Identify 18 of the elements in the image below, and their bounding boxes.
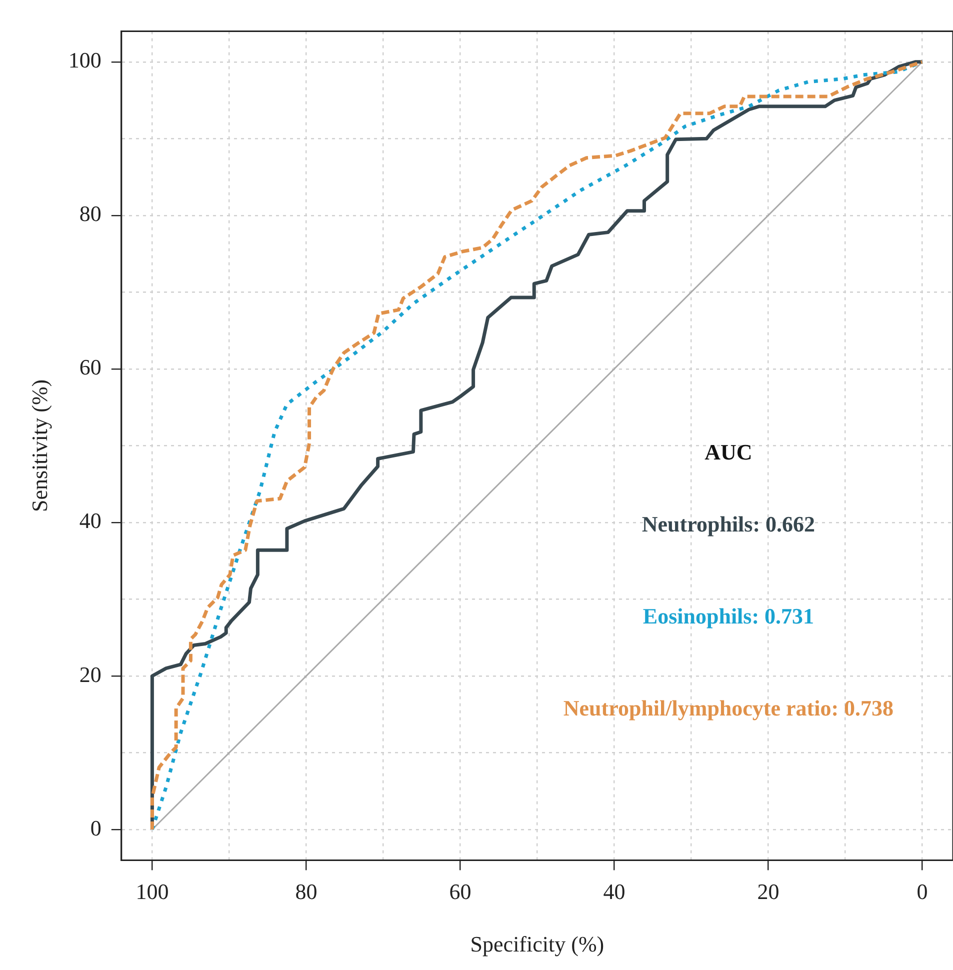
- y-tick-label: 80: [79, 201, 102, 226]
- text: Eosinophils: 0.731: [642, 604, 814, 629]
- x-tick-label: 60: [449, 879, 472, 904]
- y-tick-label: 40: [79, 508, 102, 534]
- y-tick-label: 20: [79, 662, 102, 687]
- y-axis-title: Sensitivity (%): [26, 379, 52, 512]
- text: Neutrophil/lymphocyte ratio: 0.738: [563, 696, 894, 721]
- x-tick-label: 80: [295, 879, 318, 904]
- y-tick-label: 0: [90, 815, 102, 840]
- x-tick-label: 100: [136, 879, 169, 904]
- x-axis-title: Specificity (%): [470, 932, 604, 957]
- legend-title: AUC: [704, 440, 752, 465]
- text: Neutrophils: 0.662: [642, 512, 816, 537]
- y-tick-label: 100: [68, 48, 102, 73]
- y-tick-label: 60: [79, 354, 102, 380]
- x-tick-label: 20: [757, 879, 780, 904]
- x-tick-label: 0: [916, 879, 928, 904]
- x-tick-label: 40: [603, 879, 626, 904]
